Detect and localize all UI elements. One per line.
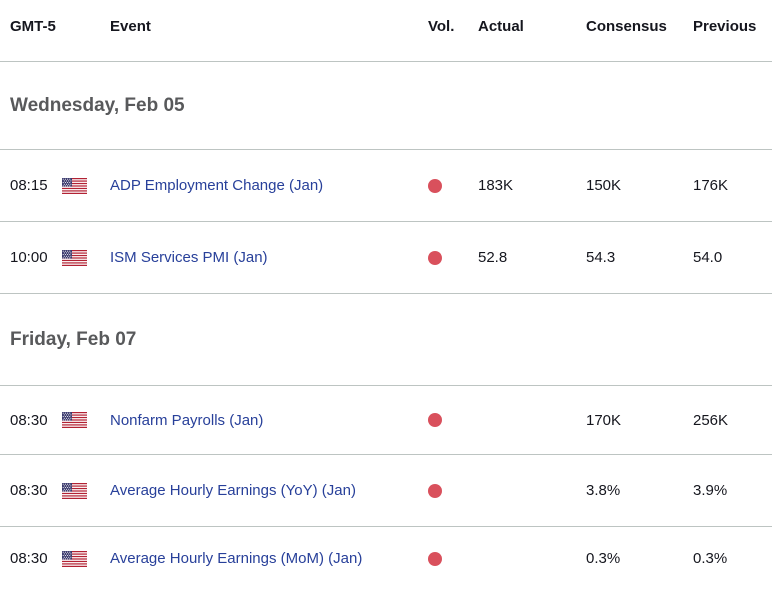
high-volatility-dot-icon <box>428 483 442 498</box>
event-link[interactable]: ADP Employment Change (Jan) <box>110 177 324 194</box>
high-volatility-dot-icon <box>428 250 442 265</box>
section-date-label: Friday, Feb 07 <box>10 328 137 350</box>
previous-value: 54.0 <box>693 249 723 266</box>
section-date-header: Wednesday, Feb 05 <box>0 62 772 150</box>
us-flag-icon <box>62 483 110 499</box>
event-link[interactable]: Nonfarm Payrolls (Jan) <box>110 411 264 429</box>
volatility-indicator <box>428 483 478 498</box>
calendar-header-row: GMT-5 Event Vol. Actual Consensus Previo… <box>0 0 772 62</box>
actual-value: 183K <box>478 177 514 194</box>
column-header-consensus: Consensus <box>586 18 667 35</box>
previous-value: 176K <box>693 177 729 194</box>
previous-value: 256K <box>693 411 729 429</box>
event-row: 10:00 ISM Services PMI (Jan) 52.8 54.3 5… <box>0 222 772 294</box>
event-row: 08:30 Nonfarm Payrolls (Jan) 170K 256K <box>0 386 772 455</box>
event-row: 08:15 ADP Employment Change (Jan) 183K 1… <box>0 150 772 222</box>
event-time: 08:30 <box>10 482 48 499</box>
consensus-value: 150K <box>586 177 622 194</box>
section-date-label: Wednesday, Feb 05 <box>10 94 185 116</box>
event-time: 08:30 <box>10 411 48 429</box>
volatility-indicator <box>428 250 478 265</box>
event-time: 08:15 <box>10 177 48 194</box>
section-date-header: Friday, Feb 07 <box>0 294 772 386</box>
event-link[interactable]: Average Hourly Earnings (YoY) (Jan) <box>110 482 356 499</box>
us-flag-icon <box>62 178 110 194</box>
consensus-value: 170K <box>586 411 622 429</box>
consensus-value: 0.3% <box>586 550 621 567</box>
high-volatility-dot-icon <box>428 551 442 566</box>
column-header-actual: Actual <box>478 18 524 35</box>
volatility-indicator <box>428 178 478 193</box>
event-time: 08:30 <box>10 550 48 567</box>
column-header-event: Event <box>110 18 151 35</box>
actual-value: 52.8 <box>478 249 508 266</box>
us-flag-icon <box>62 412 110 428</box>
column-header-gmt: GMT-5 <box>10 18 56 35</box>
column-header-previous: Previous <box>693 18 757 35</box>
high-volatility-dot-icon <box>428 178 442 193</box>
consensus-value: 3.8% <box>586 482 621 499</box>
previous-value: 0.3% <box>693 550 728 567</box>
us-flag-icon <box>62 250 110 266</box>
event-row: 08:30 Average Hourly Earnings (YoY) (Jan… <box>0 455 772 527</box>
event-link[interactable]: ISM Services PMI (Jan) <box>110 249 268 266</box>
consensus-value: 54.3 <box>586 249 616 266</box>
volatility-indicator <box>428 413 478 427</box>
us-flag-icon <box>62 551 110 567</box>
event-row: 08:30 Average Hourly Earnings (MoM) (Jan… <box>0 527 772 590</box>
event-time: 10:00 <box>10 249 48 266</box>
column-header-vol: Vol. <box>428 18 455 35</box>
event-link[interactable]: Average Hourly Earnings (MoM) (Jan) <box>110 550 363 567</box>
previous-value: 3.9% <box>693 482 728 499</box>
high-volatility-dot-icon <box>428 413 442 427</box>
volatility-indicator <box>428 551 478 566</box>
